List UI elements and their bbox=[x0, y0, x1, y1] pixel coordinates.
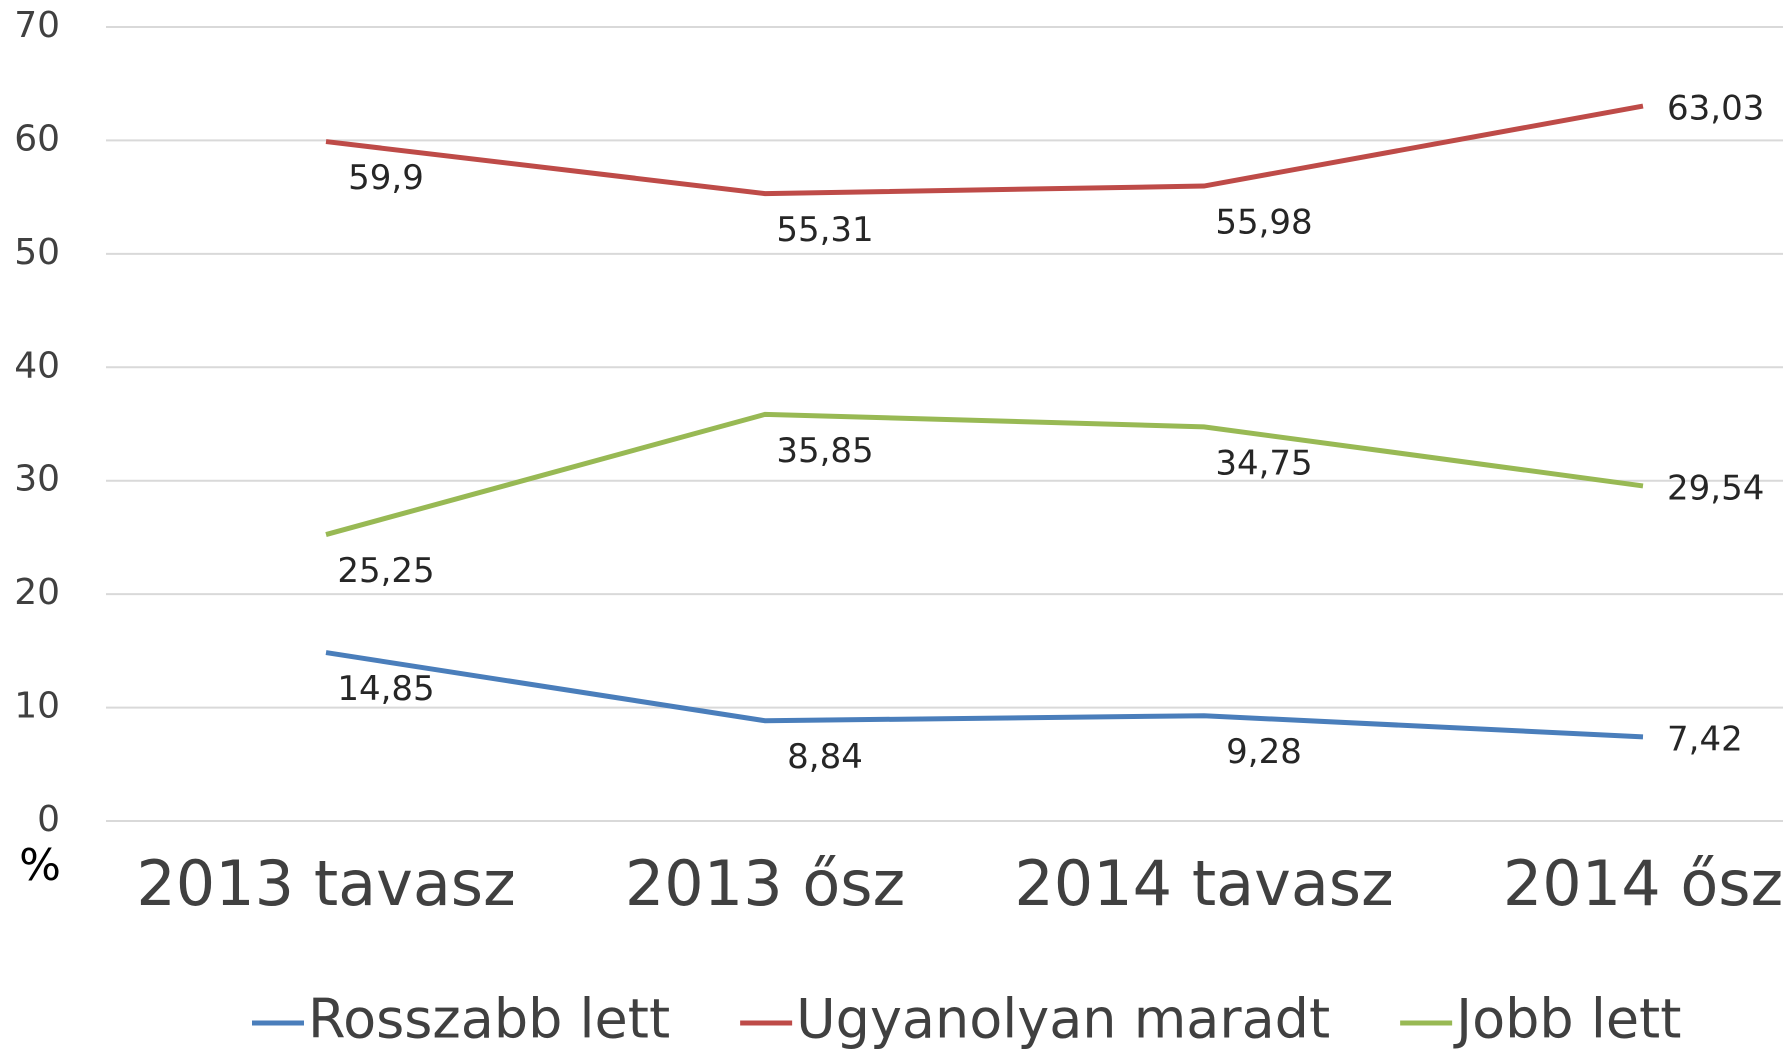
legend-label: Rosszabb lett bbox=[308, 988, 670, 1051]
data-label: 25,25 bbox=[337, 551, 434, 591]
y-tick-label: 20 bbox=[14, 572, 60, 613]
data-label: 55,31 bbox=[776, 210, 873, 250]
data-label: 63,03 bbox=[1667, 89, 1764, 129]
data-label: 29,54 bbox=[1667, 468, 1764, 508]
y-tick-label: 10 bbox=[14, 686, 60, 727]
y-tick-label: 0 bbox=[37, 799, 60, 840]
y-tick-label: 50 bbox=[14, 232, 60, 273]
series-line bbox=[325, 103, 1644, 197]
data-label: 55,98 bbox=[1215, 203, 1312, 243]
x-tick-label: 2014 tavasz bbox=[1014, 847, 1393, 920]
series-line bbox=[325, 411, 1644, 538]
x-tick-label: 2013 ősz bbox=[625, 847, 905, 920]
legend-label: Jobb lett bbox=[1453, 988, 1681, 1051]
legend-label: Ugyanolyan maradt bbox=[796, 988, 1330, 1051]
x-tick-label: 2013 tavasz bbox=[136, 847, 515, 920]
y-tick-label: 60 bbox=[14, 118, 60, 159]
x-tick-label: 2014 ősz bbox=[1503, 847, 1783, 920]
y-axis-label: % bbox=[19, 840, 61, 891]
y-tick-label: 30 bbox=[14, 459, 60, 500]
y-tick-label: 70 bbox=[14, 5, 60, 46]
data-label: 8,84 bbox=[787, 737, 863, 777]
series-line bbox=[325, 650, 1644, 740]
data-label: 14,85 bbox=[337, 669, 434, 709]
y-tick-label: 40 bbox=[14, 345, 60, 386]
data-label: 34,75 bbox=[1215, 443, 1312, 483]
data-label: 59,9 bbox=[348, 158, 424, 198]
data-label: 35,85 bbox=[776, 431, 873, 471]
data-label: 7,42 bbox=[1667, 719, 1743, 759]
data-label: 9,28 bbox=[1226, 732, 1302, 772]
